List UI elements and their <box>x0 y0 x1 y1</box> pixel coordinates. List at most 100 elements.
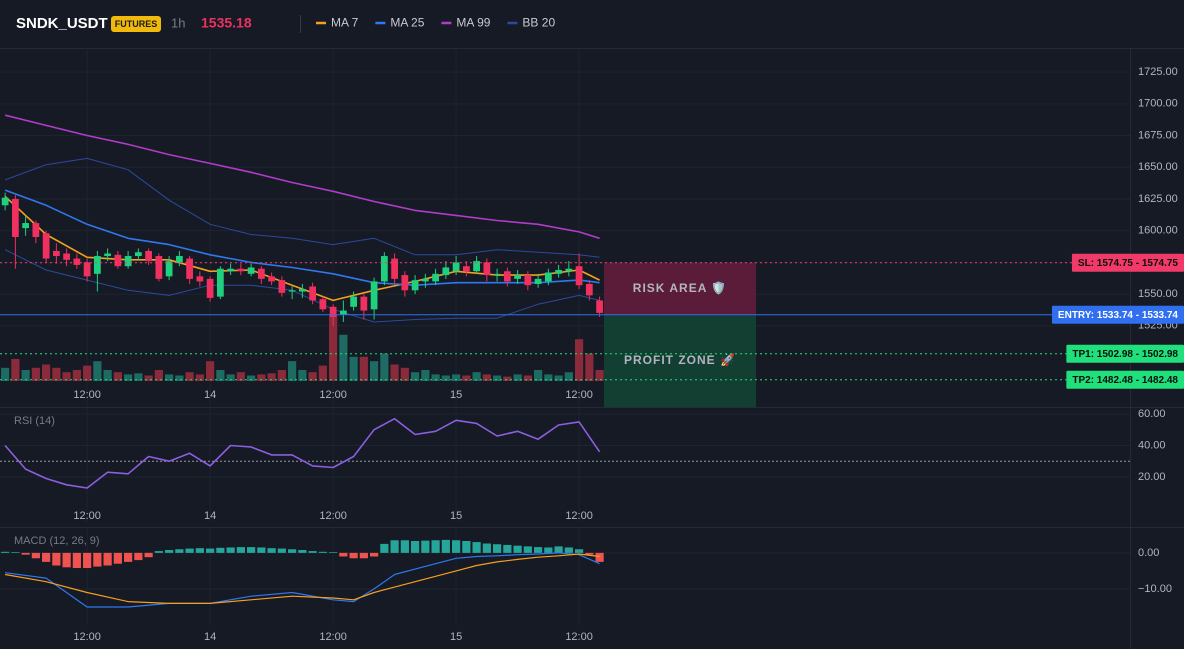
candle-body <box>503 271 511 282</box>
level-tag-bg <box>1066 344 1184 363</box>
histogram-bar <box>380 543 389 553</box>
candle-body <box>575 266 583 286</box>
histogram-bar <box>595 552 604 562</box>
histogram-bar <box>492 544 502 553</box>
candle-body <box>565 268 573 272</box>
volume-bar <box>42 364 51 381</box>
histogram-bar <box>564 547 573 553</box>
level-tag: TP2: 1482.48 - 1482.48 <box>1072 375 1178 386</box>
candle-body <box>462 266 470 272</box>
volume-bar <box>236 372 245 381</box>
candle-body <box>401 275 409 291</box>
histogram-bar <box>103 552 112 566</box>
y-tick-label: 1725.00 <box>1138 66 1178 78</box>
histogram-bar <box>411 540 420 553</box>
level-tag-bg <box>1071 253 1184 272</box>
candle-body <box>22 223 30 229</box>
volume-bar <box>329 315 338 381</box>
candle-body <box>493 273 501 276</box>
histogram-bar <box>452 540 461 553</box>
badge-bg <box>111 16 161 32</box>
histogram-bar <box>1 551 10 553</box>
volume-bar <box>298 370 307 381</box>
indicator-line <box>5 552 600 608</box>
candle-body <box>298 289 306 292</box>
volume-bar <box>554 375 563 381</box>
x-tick-label: 12:00 <box>565 510 593 522</box>
candle-body <box>257 268 265 279</box>
histogram-bar <box>277 548 286 553</box>
volume-bar <box>11 359 20 381</box>
x-tick-label: 12:00 <box>319 510 347 522</box>
x-tick-label: 15 <box>450 389 462 401</box>
volume-bar <box>544 374 553 381</box>
candle-body <box>339 310 347 315</box>
candle-body <box>124 256 132 267</box>
volume-bar <box>318 365 327 381</box>
histogram-bar <box>503 544 512 553</box>
volume-bar <box>226 374 235 381</box>
histogram-bar <box>267 548 276 553</box>
volume-bar <box>380 353 389 381</box>
candle-body <box>391 258 398 279</box>
histogram-bar <box>134 552 143 561</box>
volume-bar <box>31 367 40 381</box>
candle-body <box>596 300 603 313</box>
candle-body <box>1 197 9 206</box>
histogram-bar <box>482 543 491 553</box>
candle-body <box>206 278 214 298</box>
volume-bar <box>595 370 604 381</box>
histogram-bar <box>472 542 481 553</box>
histogram-bar <box>288 549 297 553</box>
volume-bar <box>288 361 297 381</box>
volume-bar <box>62 372 71 381</box>
histogram-bar <box>236 547 245 553</box>
candle-body <box>309 286 316 301</box>
indicator-line <box>4 157 600 258</box>
y-tick-label: 1700.00 <box>1138 98 1178 110</box>
indicator-line <box>4 553 600 604</box>
indicator-line <box>4 417 601 489</box>
candle-body <box>216 268 224 297</box>
volume-bar <box>462 375 471 381</box>
volume-bar <box>339 334 348 381</box>
candle-body <box>196 276 204 282</box>
volume-bar <box>349 356 358 381</box>
volume-bar <box>452 374 461 381</box>
pane-title: RSI (14) <box>14 415 55 427</box>
histogram-bar <box>533 547 543 553</box>
histogram-bar <box>62 552 71 568</box>
y-tick-label: 1650.00 <box>1138 161 1178 173</box>
x-tick-label: 15 <box>450 631 462 643</box>
x-tick-label: 14 <box>204 631 216 643</box>
histogram-bar <box>431 540 440 553</box>
candle-body <box>32 223 40 238</box>
volume-bar <box>492 375 502 381</box>
x-tick-label: 12:00 <box>319 631 347 643</box>
volume-bar <box>441 375 450 381</box>
volume-bar <box>72 370 81 381</box>
histogram-bar <box>308 551 317 553</box>
candle-body <box>42 233 50 259</box>
candle-body <box>63 253 71 260</box>
x-tick-label: 12:00 <box>565 631 593 643</box>
volume-bar <box>503 376 512 381</box>
histogram-bar <box>52 552 61 566</box>
histogram-bar <box>206 548 215 553</box>
y-tick-label: −10.00 <box>1138 583 1172 595</box>
histogram-bar <box>195 548 204 553</box>
badge: FUTURES <box>115 19 158 29</box>
interval: 1h <box>171 15 185 30</box>
volume-bar <box>1 367 10 381</box>
candle-body <box>83 262 91 277</box>
volume-bar <box>574 339 584 381</box>
last-price: 1535.18 <box>201 15 252 31</box>
volume-bar <box>185 372 194 381</box>
volume-bar <box>277 370 286 381</box>
candle-body <box>278 280 286 293</box>
candle-body <box>319 299 327 310</box>
pane-title: MACD (12, 26, 9) <box>14 535 100 547</box>
candle-body <box>442 267 450 276</box>
zone-label: RISK AREA 🛡️ <box>633 281 727 295</box>
